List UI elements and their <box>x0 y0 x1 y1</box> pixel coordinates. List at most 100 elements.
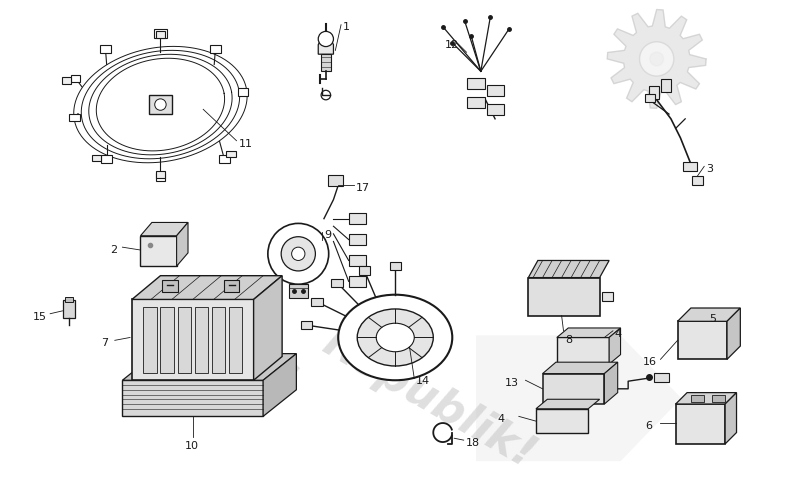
Polygon shape <box>609 328 621 364</box>
Bar <box>683 162 697 171</box>
Text: 3: 3 <box>706 165 713 174</box>
Bar <box>154 29 167 38</box>
Bar <box>390 262 401 270</box>
Polygon shape <box>318 39 334 54</box>
Bar <box>691 394 704 402</box>
Bar <box>210 45 221 52</box>
Text: 17: 17 <box>356 183 370 194</box>
Circle shape <box>292 247 305 261</box>
Bar <box>66 296 73 302</box>
Bar <box>301 321 312 329</box>
Bar <box>226 150 236 157</box>
Bar <box>536 409 588 434</box>
Bar <box>676 404 725 444</box>
Polygon shape <box>678 308 740 321</box>
Polygon shape <box>725 392 737 444</box>
Text: 7: 7 <box>102 339 109 348</box>
Bar <box>289 284 308 297</box>
Bar <box>62 77 71 84</box>
Circle shape <box>154 99 166 110</box>
Bar <box>358 266 370 275</box>
Bar <box>467 97 485 108</box>
Bar <box>542 373 604 404</box>
Bar <box>63 300 75 318</box>
Bar <box>486 85 504 96</box>
Bar <box>646 94 654 102</box>
Bar <box>122 380 263 416</box>
Bar <box>212 307 225 373</box>
Text: 18: 18 <box>466 438 480 448</box>
Bar <box>156 173 165 181</box>
Bar <box>349 255 366 266</box>
Bar <box>141 236 177 266</box>
Ellipse shape <box>358 309 434 366</box>
Polygon shape <box>132 276 282 299</box>
Bar <box>91 155 101 161</box>
Text: Parts: Parts <box>150 281 308 403</box>
Bar <box>654 373 669 382</box>
Text: 11: 11 <box>238 139 252 149</box>
Bar <box>349 213 366 224</box>
Bar <box>224 280 239 292</box>
Polygon shape <box>557 328 621 338</box>
Text: 15: 15 <box>33 312 47 322</box>
Polygon shape <box>122 354 296 380</box>
Bar <box>678 321 727 359</box>
Bar <box>328 175 343 186</box>
Polygon shape <box>254 276 282 380</box>
Text: 14: 14 <box>416 376 430 387</box>
Circle shape <box>281 237 315 271</box>
Polygon shape <box>263 354 296 416</box>
Bar <box>692 176 703 185</box>
Bar <box>528 278 600 316</box>
Text: 9: 9 <box>324 230 331 240</box>
Polygon shape <box>177 222 188 266</box>
Bar <box>602 293 613 301</box>
Bar <box>662 79 671 92</box>
Bar <box>218 155 230 163</box>
Bar <box>101 155 112 163</box>
Bar <box>69 114 80 122</box>
Ellipse shape <box>338 294 452 380</box>
Text: Republik!: Republik! <box>314 321 542 477</box>
Polygon shape <box>476 335 682 461</box>
Bar <box>238 88 247 96</box>
Text: 5: 5 <box>709 314 716 324</box>
Bar <box>349 234 366 245</box>
Bar <box>229 307 242 373</box>
Text: 8: 8 <box>566 335 573 344</box>
Polygon shape <box>607 9 706 108</box>
Polygon shape <box>604 362 618 404</box>
Text: 6: 6 <box>646 421 652 431</box>
Polygon shape <box>676 392 737 404</box>
Bar <box>162 280 178 292</box>
Text: 10: 10 <box>185 441 199 451</box>
Polygon shape <box>528 261 609 278</box>
Text: 13: 13 <box>505 378 518 389</box>
Polygon shape <box>141 222 188 236</box>
Bar <box>649 86 658 99</box>
Polygon shape <box>536 399 600 409</box>
Bar <box>311 297 322 306</box>
Bar <box>331 279 343 287</box>
Bar <box>100 45 111 52</box>
Circle shape <box>318 31 334 47</box>
Bar <box>467 78 485 89</box>
Bar <box>321 54 330 72</box>
Text: 1: 1 <box>343 22 350 32</box>
Bar <box>132 299 254 380</box>
Circle shape <box>639 42 674 76</box>
Bar <box>178 307 191 373</box>
Text: 16: 16 <box>642 357 657 368</box>
Bar <box>149 95 172 114</box>
Ellipse shape <box>376 323 414 352</box>
Text: 2: 2 <box>110 245 117 255</box>
Bar <box>712 394 725 402</box>
Bar <box>194 307 208 373</box>
Text: 4: 4 <box>615 329 622 339</box>
Bar <box>486 103 504 115</box>
Bar <box>156 31 165 38</box>
Text: 4: 4 <box>498 415 505 424</box>
Bar <box>161 307 174 373</box>
Circle shape <box>268 223 329 284</box>
